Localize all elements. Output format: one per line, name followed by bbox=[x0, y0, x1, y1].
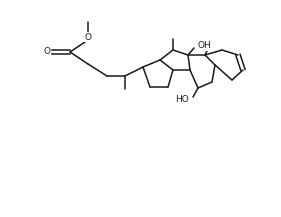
Text: HO: HO bbox=[175, 95, 189, 105]
Text: OH: OH bbox=[198, 41, 212, 51]
Text: O: O bbox=[44, 48, 51, 56]
Text: O: O bbox=[85, 33, 92, 41]
